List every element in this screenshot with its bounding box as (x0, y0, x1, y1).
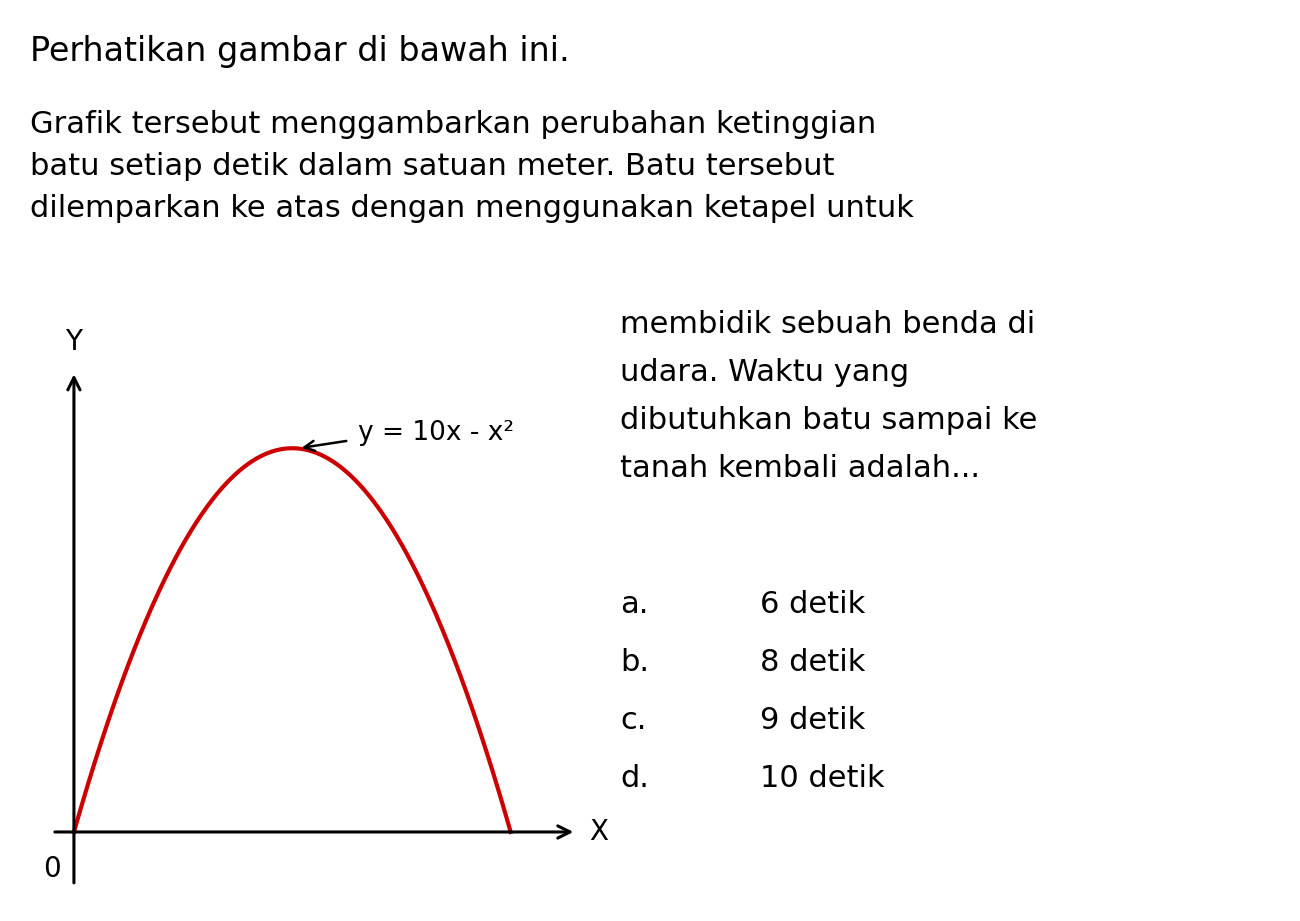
Text: Y: Y (65, 328, 82, 356)
Text: udara. Waktu yang: udara. Waktu yang (620, 358, 909, 387)
Text: 9 detik: 9 detik (760, 706, 866, 735)
Text: 10 detik: 10 detik (760, 764, 884, 793)
Text: 8 detik: 8 detik (760, 648, 866, 677)
Text: 6 detik: 6 detik (760, 590, 866, 619)
Text: batu setiap detik dalam satuan meter. Batu tersebut: batu setiap detik dalam satuan meter. Ba… (30, 152, 835, 181)
Text: Grafik tersebut menggambarkan perubahan ketinggian: Grafik tersebut menggambarkan perubahan … (30, 110, 876, 139)
Text: a.: a. (620, 590, 649, 619)
Text: y = 10x - x²: y = 10x - x² (358, 420, 514, 446)
Text: X: X (589, 818, 608, 846)
Text: membidik sebuah benda di: membidik sebuah benda di (620, 310, 1035, 339)
Text: d.: d. (620, 764, 649, 793)
Text: c.: c. (620, 706, 646, 735)
Text: dibutuhkan batu sampai ke: dibutuhkan batu sampai ke (620, 406, 1037, 435)
Text: b.: b. (620, 648, 649, 677)
Text: dilemparkan ke atas dengan menggunakan ketapel untuk: dilemparkan ke atas dengan menggunakan k… (30, 194, 914, 223)
Text: Perhatikan gambar di bawah ini.: Perhatikan gambar di bawah ini. (30, 35, 569, 68)
Text: tanah kembali adalah...: tanah kembali adalah... (620, 454, 980, 483)
Text: 0: 0 (43, 855, 61, 883)
